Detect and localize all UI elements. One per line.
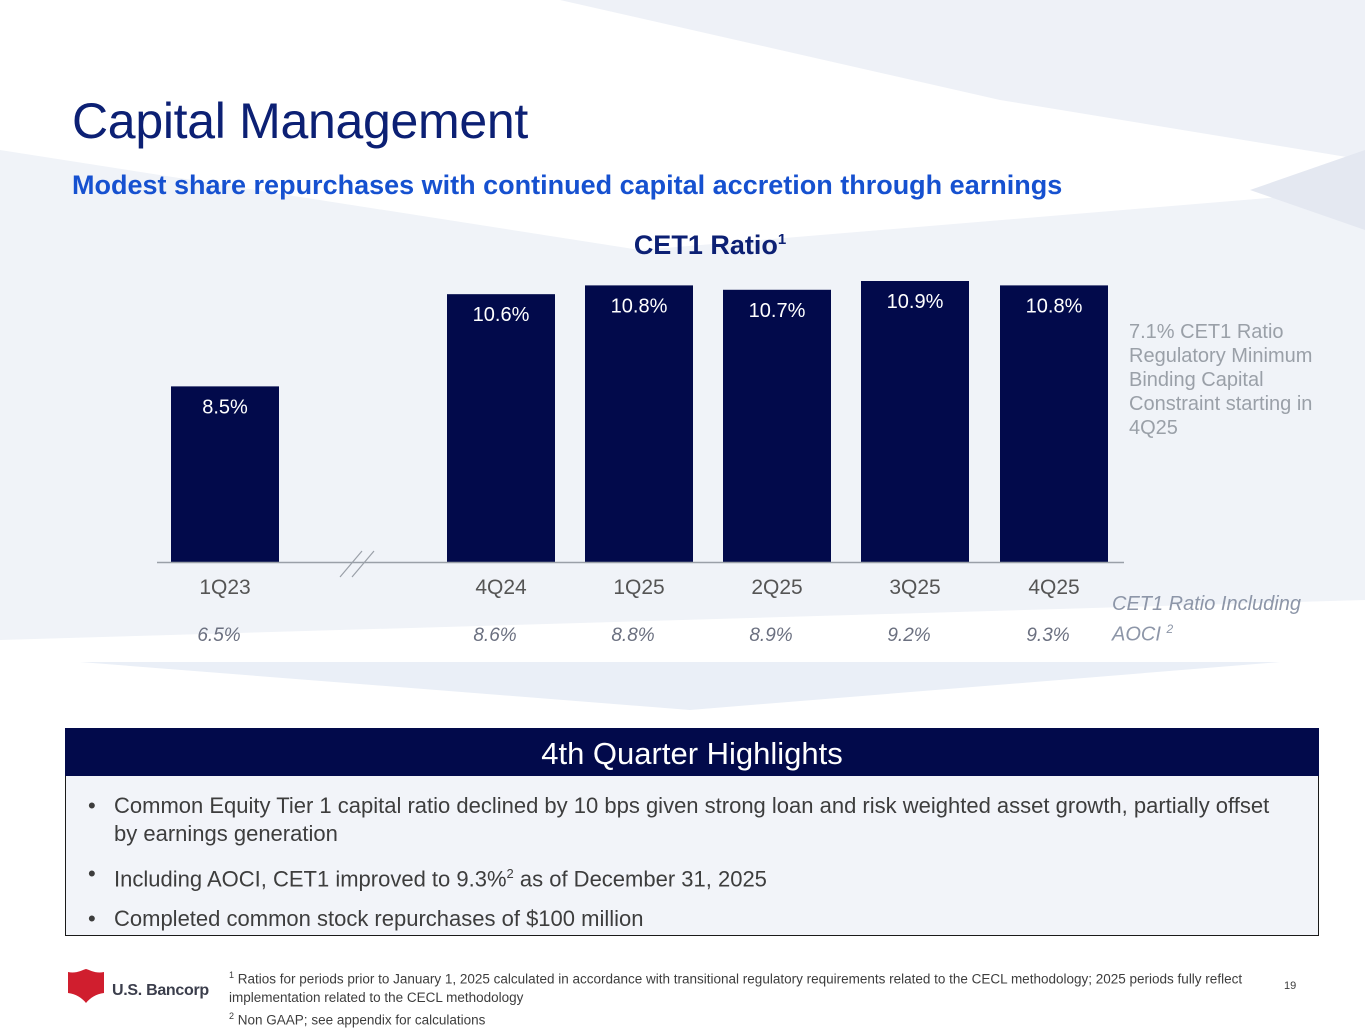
- footnote-1-marker: 1: [229, 970, 234, 980]
- bar: [447, 294, 555, 562]
- regulatory-minimum-note: 7.1% CET1 Ratio Regulatory Minimum Bindi…: [1129, 320, 1354, 440]
- aoci-row-footnote: 2: [1166, 622, 1173, 636]
- footnote-2-marker: 2: [229, 1011, 234, 1021]
- page-number: 19: [1284, 980, 1296, 992]
- x-tick-label: 1Q25: [613, 576, 664, 599]
- bullet-icon: •: [88, 905, 96, 933]
- bar-value-label: 10.8%: [611, 295, 668, 317]
- x-tick-label: 4Q24: [475, 576, 527, 599]
- aoci-value-label: 6.5%: [197, 625, 240, 646]
- x-tick-label: 2Q25: [751, 576, 802, 599]
- highlights-list: • Common Equity Tier 1 capital ratio dec…: [66, 776, 1318, 933]
- highlight-item: • Including AOCI, CET1 improved to 9.3%2…: [66, 860, 1318, 893]
- bar: [861, 281, 969, 562]
- aoci-value-label: 9.3%: [1026, 625, 1069, 646]
- highlights-header: 4th Quarter Highlights: [65, 728, 1319, 776]
- highlight-text-cont: as of December 31, 2025: [514, 866, 767, 891]
- bar-value-label: 10.9%: [887, 291, 944, 313]
- highlight-text: Common Equity Tier 1 capital ratio decli…: [114, 793, 1269, 846]
- shield-logo-icon: [68, 969, 104, 1003]
- aoci-value-label: 8.9%: [749, 625, 792, 646]
- footnote-2: 2 Non GAAP; see appendix for calculation…: [229, 1007, 1259, 1029]
- highlight-item: • Common Equity Tier 1 capital ratio dec…: [66, 792, 1318, 848]
- bar-value-label: 10.7%: [749, 300, 806, 322]
- bar: [723, 290, 831, 562]
- highlights-panel: • Common Equity Tier 1 capital ratio dec…: [65, 776, 1319, 936]
- highlight-text: Completed common stock repurchases of $1…: [114, 906, 643, 931]
- footnote-2-text: Non GAAP; see appendix for calculations: [238, 1012, 486, 1027]
- footnote-1-text: Ratios for periods prior to January 1, 2…: [229, 972, 1242, 1005]
- x-tick-label: 1Q23: [199, 576, 250, 599]
- bullet-icon: •: [88, 860, 96, 888]
- aoci-row-label-text: CET1 Ratio Including AOCI: [1112, 593, 1301, 646]
- aoci-value-label: 8.6%: [473, 625, 516, 646]
- bar-value-label: 10.6%: [473, 304, 530, 326]
- axis-break-mark: [340, 551, 362, 577]
- aoci-row-label: CET1 Ratio Including AOCI 2: [1112, 592, 1352, 648]
- aoci-value-label: 8.8%: [611, 625, 654, 646]
- highlight-text: Including AOCI, CET1 improved to 9.3%: [114, 866, 507, 891]
- bar: [585, 285, 693, 562]
- bar-value-label: 8.5%: [202, 396, 248, 418]
- footnote-1: 1 Ratios for periods prior to January 1,…: [229, 966, 1259, 1007]
- footnotes: 1 Ratios for periods prior to January 1,…: [229, 966, 1259, 1029]
- highlight-item: • Completed common stock repurchases of …: [66, 905, 1318, 933]
- x-tick-label: 4Q25: [1028, 576, 1079, 599]
- x-tick-label: 3Q25: [889, 576, 940, 599]
- aoci-value-label: 9.2%: [887, 625, 930, 646]
- bar: [1000, 285, 1108, 562]
- highlight-footnote: 2: [507, 866, 514, 881]
- bullet-icon: •: [88, 792, 96, 820]
- company-logo-text: U.S. Bancorp: [112, 982, 209, 1000]
- bar-value-label: 10.8%: [1026, 295, 1083, 317]
- axis-break-mark: [352, 551, 374, 577]
